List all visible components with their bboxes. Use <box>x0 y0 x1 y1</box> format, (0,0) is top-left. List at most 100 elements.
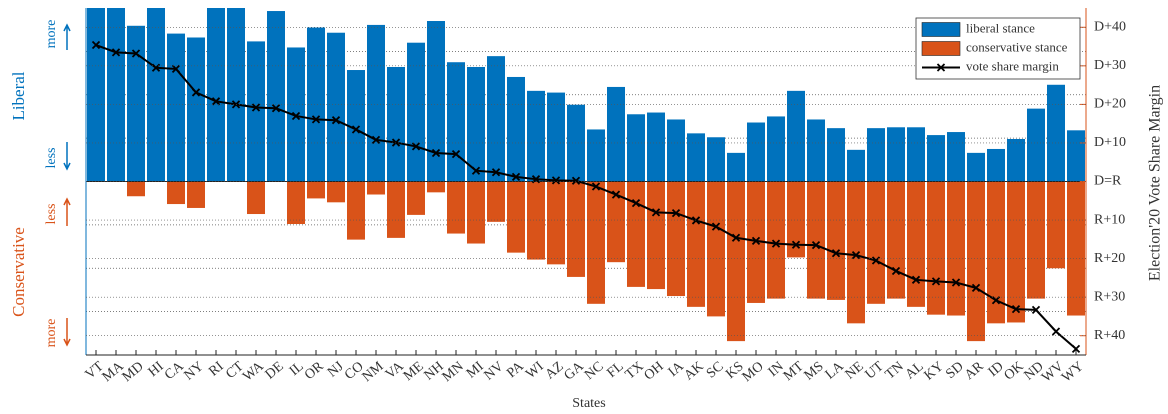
x-tick-label: AK <box>681 359 706 383</box>
bar <box>847 181 865 324</box>
bar <box>687 181 705 307</box>
marker <box>931 277 941 286</box>
bar <box>807 119 825 182</box>
marker <box>391 138 401 147</box>
bar <box>607 181 625 263</box>
bar <box>227 8 245 182</box>
bar <box>287 181 305 225</box>
marker <box>451 149 461 159</box>
y2-tick-label: D=R <box>1094 174 1122 189</box>
bar <box>627 181 645 287</box>
bar <box>167 33 185 182</box>
bar <box>587 181 605 304</box>
liberal-more: more <box>44 20 59 49</box>
y2-axis-title: Election'20 Vote Share Margin <box>1147 85 1164 281</box>
bar <box>1067 181 1085 316</box>
bar <box>1047 84 1065 182</box>
x-tick-label: IN <box>766 359 787 380</box>
bar <box>727 181 745 342</box>
marker <box>551 176 561 185</box>
x-tick-label: NY <box>181 359 206 383</box>
y2-tick-label: R+20 <box>1094 251 1125 266</box>
conservative-less: less <box>44 204 59 225</box>
marker <box>711 222 721 231</box>
marker <box>771 239 781 248</box>
bar <box>287 47 305 182</box>
conservative-more: more <box>44 319 59 348</box>
marker <box>91 40 101 50</box>
bar <box>927 181 945 315</box>
bar <box>447 181 465 234</box>
marker <box>611 190 621 199</box>
bar <box>947 132 965 182</box>
bar <box>987 181 1005 324</box>
bar <box>687 133 705 182</box>
marker <box>331 116 341 125</box>
marker <box>831 249 841 258</box>
marker <box>291 111 301 121</box>
marker <box>1071 344 1081 353</box>
legend-marker <box>936 63 946 72</box>
bar <box>827 128 845 182</box>
legend-label: conservative stance <box>966 39 1068 54</box>
bar <box>827 181 845 300</box>
bar <box>527 181 545 260</box>
bar <box>767 181 785 299</box>
marker <box>871 256 881 265</box>
x-axis-title: States <box>572 396 605 411</box>
bar <box>507 76 525 182</box>
bar <box>1027 108 1045 182</box>
marker <box>471 166 481 175</box>
legend-label: vote share margin <box>966 58 1059 73</box>
marker <box>911 275 921 284</box>
bar <box>567 181 585 277</box>
bar <box>187 37 205 182</box>
bar <box>347 70 365 182</box>
bar <box>887 181 905 299</box>
bar <box>527 90 545 182</box>
legend: liberal stance conservative stance vote sh… <box>915 17 1081 80</box>
marker <box>991 296 1001 305</box>
bar <box>547 92 565 182</box>
marker <box>371 135 381 144</box>
liberal-label: Liberal <box>9 71 28 120</box>
y2-tick-label: R+30 <box>1094 289 1125 304</box>
bar <box>187 181 205 208</box>
bar <box>707 137 725 182</box>
marker <box>651 208 661 217</box>
legend-swatch <box>921 41 961 56</box>
marker <box>731 233 741 242</box>
y2-tick-label: R+40 <box>1094 328 1125 343</box>
bar <box>987 148 1005 182</box>
marker <box>631 198 641 208</box>
marker <box>491 168 501 177</box>
bar <box>667 119 685 182</box>
bar <box>967 152 985 182</box>
bar <box>647 112 665 182</box>
x-tick-label: NC <box>582 359 607 383</box>
legend-label: liberal stance <box>966 20 1035 35</box>
marker <box>251 103 261 112</box>
legend-swatch <box>921 22 961 37</box>
marker <box>431 148 441 158</box>
bar <box>1007 181 1025 323</box>
marker <box>851 251 861 260</box>
marker <box>411 142 421 151</box>
x-tick-label: OR <box>302 359 327 383</box>
marker <box>671 208 681 218</box>
y2-tick-label: R+10 <box>1094 212 1125 227</box>
bar <box>247 41 265 182</box>
marker <box>511 172 521 182</box>
marker <box>971 283 981 293</box>
y2-tick-label: D+40 <box>1094 19 1126 34</box>
bar <box>127 25 145 182</box>
y2-tick-label: D+10 <box>1094 135 1126 150</box>
bar <box>967 181 985 342</box>
bar <box>847 149 865 182</box>
marker <box>131 49 141 58</box>
bar <box>447 62 465 182</box>
bar <box>587 129 605 182</box>
bar <box>707 181 725 317</box>
marker <box>571 176 581 185</box>
